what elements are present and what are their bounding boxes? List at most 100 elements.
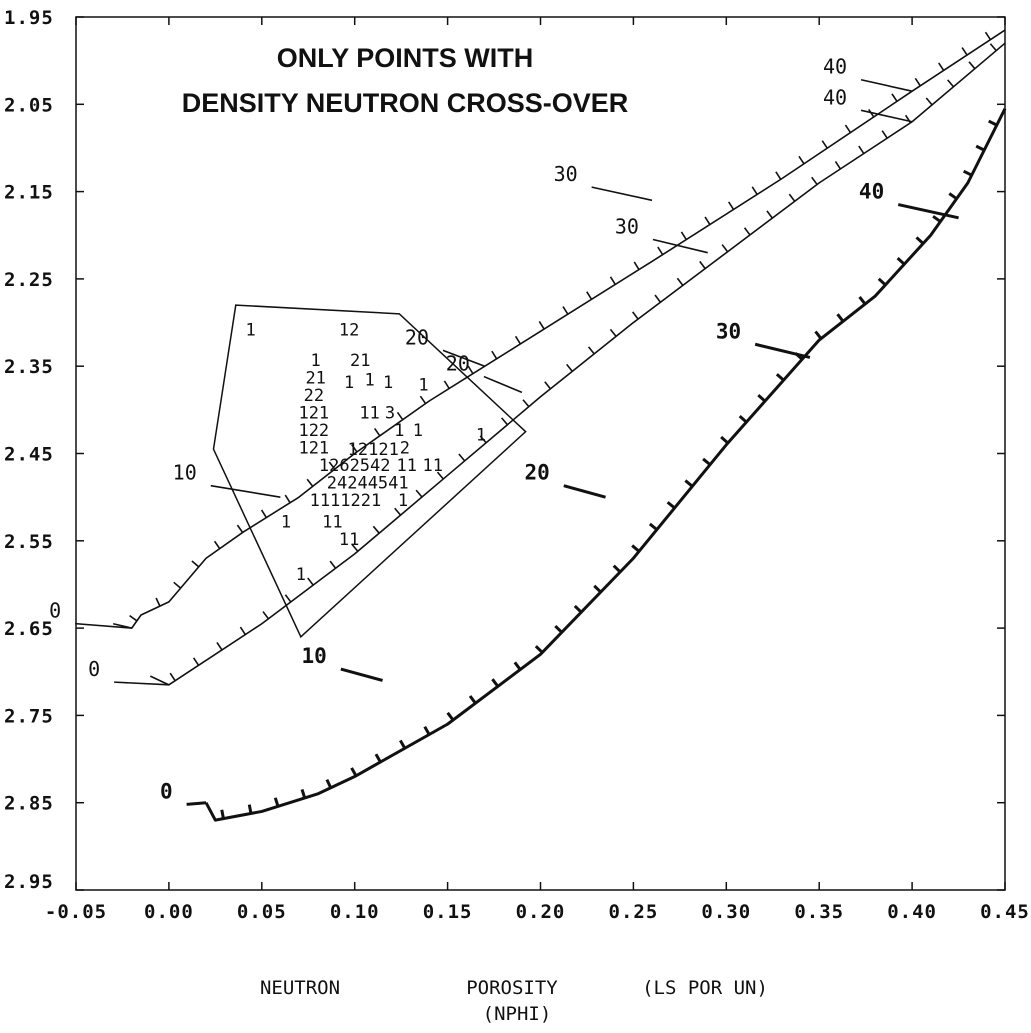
y-tick-label: 2.35 [4,356,54,378]
curve-tick [479,435,487,444]
curve-tick [751,186,758,195]
curve-tick [766,210,773,219]
curve-tick [743,227,751,236]
curve-label: 20 [524,461,549,485]
data-point: 1 [398,491,408,511]
curve-tick [325,778,333,789]
curve-tick [538,320,545,330]
curve-tick [877,277,887,286]
curve-tick [273,797,280,807]
y-tick-label: 2.15 [4,182,54,204]
curve-tick [925,97,933,106]
curve-tick [399,739,407,750]
data-point: 21 [305,369,325,389]
data-point: 121 [298,404,329,424]
title-line-1: ONLY POINTS WITH [277,43,534,73]
curve-tick [631,544,641,553]
data-point: 122 [298,421,329,441]
curve-tick [844,124,852,134]
data-point: 11 [422,456,442,476]
y-tick-label: 1.95 [4,7,54,29]
curve-tick [881,130,888,139]
curve-tick [609,276,616,285]
data-point: 21 [350,351,370,371]
curve-tick [350,767,358,777]
x-axis-label-neutron: NEUTRON [260,977,340,999]
curve-tick [216,642,223,651]
curve-tick [775,171,782,180]
curve-tick [328,461,336,470]
curve-tick [962,169,973,177]
x-tick-label: 0.40 [887,901,937,923]
curve-tick [609,328,617,337]
data-point: 1111221 [310,491,382,511]
selection-polygon [212,304,527,639]
curve-tick [961,47,968,56]
curve-tick [306,478,314,487]
curve-tick [915,236,925,245]
curve-tick [757,394,767,403]
data-point: 3 [385,404,395,424]
curve-label-leader [340,667,383,682]
data-point: 1 [418,376,428,396]
curve-tick [676,277,684,286]
title-line-2: DENSITY NEUTRON CROSS-OVER [182,88,629,118]
curve-tick [260,509,268,519]
curve-tick [704,216,711,225]
curve-tick [648,522,658,531]
curve-tick [702,457,711,466]
x-axis-label-porosity: POROSITY [466,977,558,999]
curve-tick [657,246,664,256]
curve-tick [612,564,622,573]
curve-tick [155,597,161,607]
curve-tick [300,788,307,799]
curve-tick [467,365,474,375]
curve-tick [811,176,818,185]
y-tick-label: 2.75 [4,705,54,727]
curve-tick [213,540,221,550]
data-point: 1262542 [319,456,391,476]
data-point: 1 [394,421,404,441]
curve-tick [968,61,976,70]
curve-tick [514,335,522,345]
curve-label: 10 [302,644,327,668]
curve-tick [684,479,694,488]
data-point: 1 [364,370,374,390]
x-axis-label-mnemonic: (NPHI) [483,1003,552,1025]
curve-tick [351,543,359,552]
curve-tick [351,444,358,453]
curve-tick [372,525,380,534]
data-point: 11 [339,530,359,550]
x-tick-label: 0.10 [330,901,380,923]
curve-tick [814,330,823,340]
curve-tick [947,79,955,88]
curve-label-leader [114,681,169,686]
data-point: 22 [304,386,324,406]
curve-tick [858,145,865,154]
data-point: 1 [296,565,306,585]
y-tick-label: 2.45 [4,444,54,466]
curve-tick [419,395,427,405]
curve-label-leader [186,801,207,806]
x-tick-label: 0.00 [144,901,194,923]
curve-tick [891,93,898,102]
curve-tick [721,244,729,253]
data-point: 1 [383,373,393,393]
curve-label: 0 [49,599,61,623]
curve-tick [307,577,314,586]
curve-tick [988,119,998,127]
curve-tick [975,144,985,152]
curve-tick [586,291,593,300]
curve-line [204,107,1007,822]
curve-tick [666,501,676,510]
x-tick-label: 0.05 [237,901,287,923]
curve-tick [436,471,444,480]
data-point: 1 [246,321,256,341]
data-point: 12 [339,321,359,341]
curve-tick [396,411,404,421]
curve-line [112,29,1006,629]
data-point: 1 [413,421,423,441]
curve-label: 10 [173,461,197,485]
